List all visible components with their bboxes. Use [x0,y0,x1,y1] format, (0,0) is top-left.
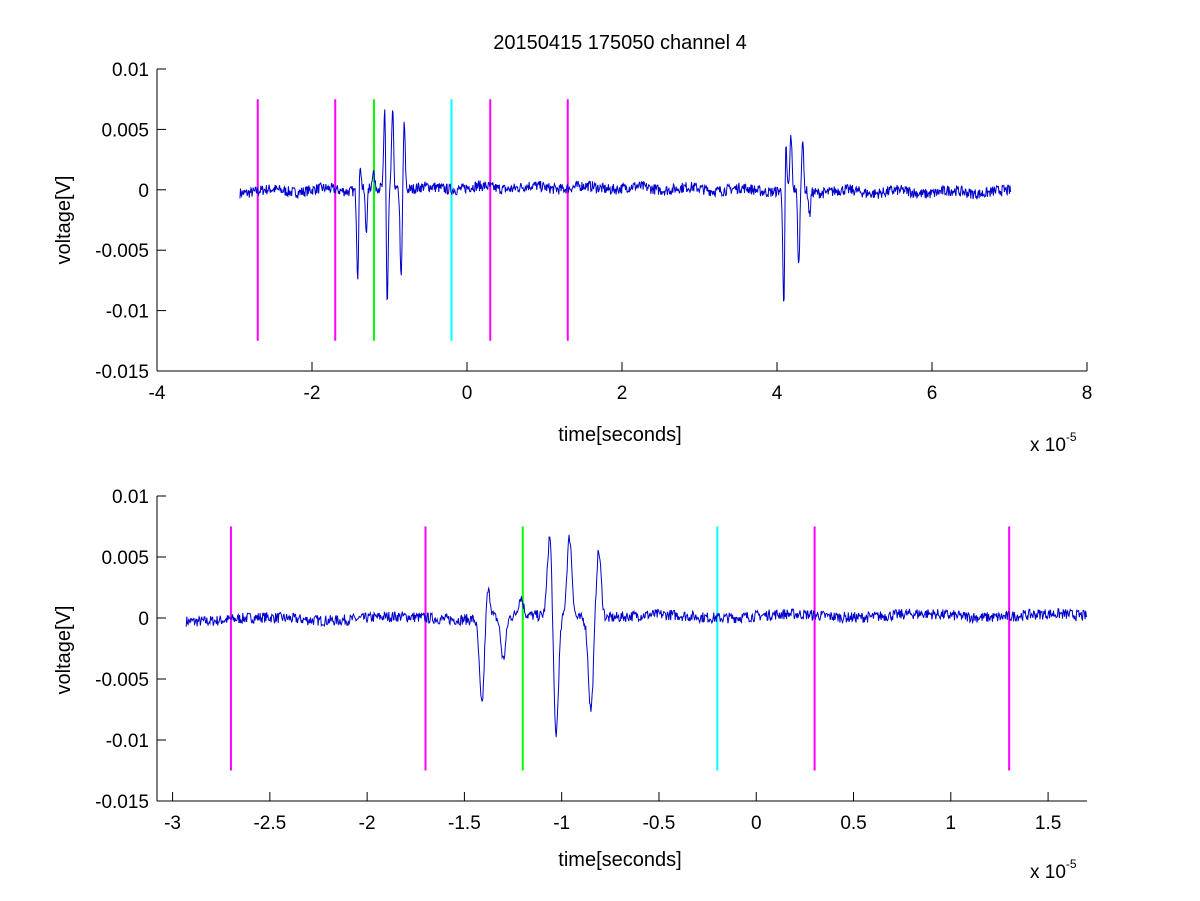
bottom-plot-y-tick-label: 0.01 [112,487,149,508]
bottom-plot-ylabel: voltage[V] [53,606,75,695]
top-plot-exponent: x 10-5 [1030,430,1077,456]
top-plot-series [239,109,1012,302]
bottom-plot-x-tick-label: 0 [751,813,762,834]
top-plot-exponent-power: -5 [1066,430,1077,444]
top-plot-x-tick-label: 2 [617,383,628,404]
bottom-plot-y-tick-label: 0 [138,609,149,630]
top-plot-x-tick-label: 0 [462,383,473,404]
bottom-plot-exponent-base: x 10 [1030,862,1066,883]
bottom-plot-y-tick-label: 0.005 [101,548,149,569]
top-plot-y-tick-label: -0.01 [106,302,149,323]
bottom-plot-ticks: -3 -2.5 -2 -1.5 -1 -0.5 0 0.5 1 1.5 0.01 0.005 0 -0.0… [95,487,1061,834]
bottom-plot: -3 -2.5 -2 -1.5 -1 -0.5 0 0.5 1 1.5 0.01 0.005 0 -0.0… [53,487,1088,883]
bottom-plot-exponent-power: -5 [1066,857,1077,871]
bottom-plot-x-tick-label: -2.5 [253,813,286,834]
bottom-plot-series [185,534,1088,738]
bottom-plot-markers [229,526,1011,771]
bottom-plot-x-tick-label: 1 [946,813,957,834]
top-plot-signal-line [239,109,1012,302]
top-plot-exponent-base: x 10 [1030,435,1066,456]
bottom-plot-axes [156,496,1087,802]
top-plot-x-tick-label: 8 [1082,383,1093,404]
top-plot-y-tick-label: -0.015 [95,362,149,383]
bottom-plot-x-tick-label: -0.5 [643,813,676,834]
top-plot-y-tick-label: 0.005 [101,120,149,141]
bottom-plot-x-tick-label: -3 [164,813,181,834]
top-plot: -4 -2 0 2 4 6 8 0.01 0.005 0 -0.005 -0.01 -0.015 tim… [53,60,1092,456]
bottom-plot-exponent: x 10-5 [1030,857,1077,883]
bottom-plot-x-tick-label: 1.5 [1035,813,1061,834]
top-plot-y-tick-label: 0.01 [112,60,149,81]
bottom-plot-xlabel: time[seconds] [558,849,681,871]
top-plot-markers [256,99,569,341]
top-plot-x-tick-label: -2 [304,383,321,404]
bottom-plot-y-tick-label: -0.005 [95,670,149,691]
top-plot-ylabel: voltage[V] [53,176,75,265]
bottom-plot-x-tick-label: 0.5 [840,813,866,834]
figure-title: 20150415 175050 channel 4 [493,32,747,54]
top-plot-x-tick-label: -4 [149,383,166,404]
top-plot-x-tick-label: 6 [927,383,938,404]
bottom-plot-y-tick-label: -0.01 [106,731,149,752]
top-plot-axes [156,69,1087,372]
bottom-plot-y-tick-label: -0.015 [95,792,149,813]
bottom-plot-x-tick-label: -1.5 [448,813,481,834]
top-plot-x-tick-label: 4 [772,383,783,404]
top-plot-ticks: -4 -2 0 2 4 6 8 0.01 0.005 0 -0.005 -0.01 -0.015 [95,60,1092,404]
top-plot-y-tick-label: 0 [138,181,149,202]
bottom-plot-signal-line [185,534,1088,738]
bottom-plot-x-tick-label: -1 [553,813,570,834]
top-plot-xlabel: time[seconds] [558,424,681,446]
top-plot-y-tick-label: -0.005 [95,241,149,262]
bottom-plot-x-tick-label: -2 [359,813,376,834]
